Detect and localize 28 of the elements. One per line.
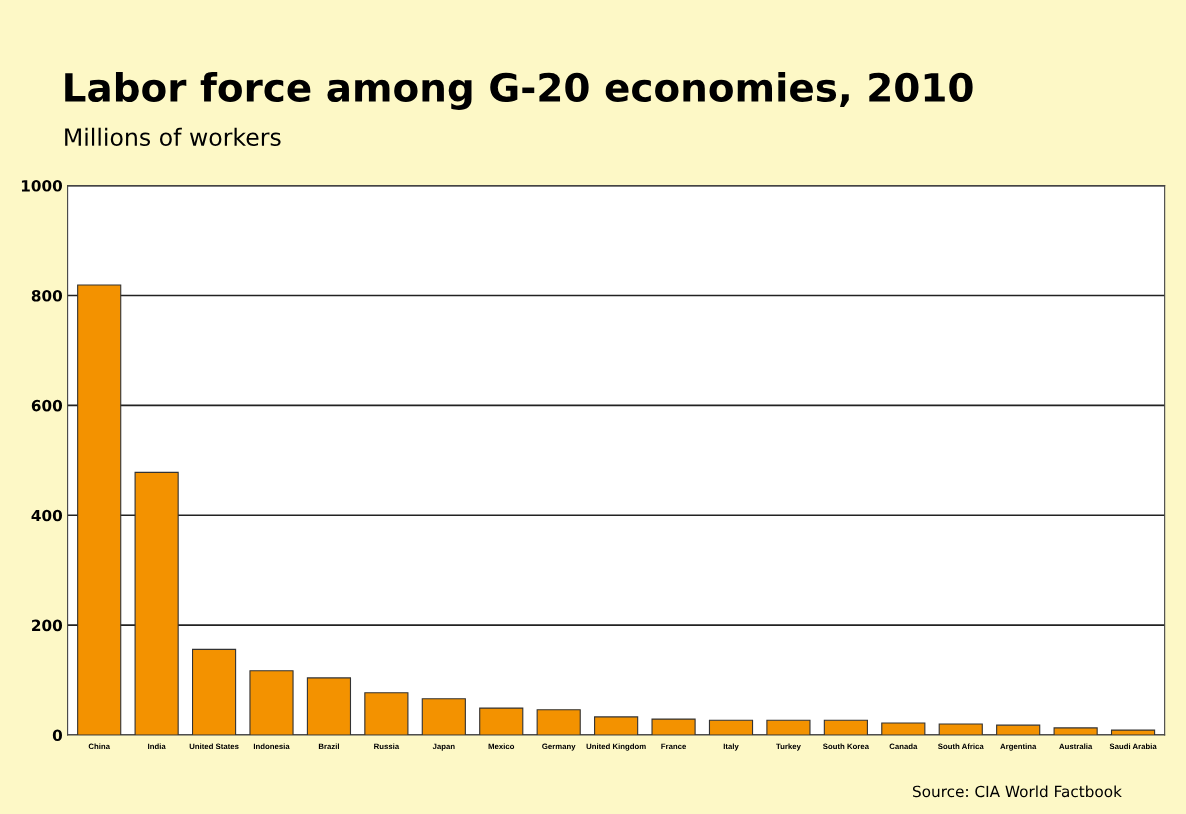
bar: [881, 722, 926, 736]
bar: [823, 719, 868, 736]
chart-title: Labor force among G-20 economies, 2010: [65, 71, 973, 110]
bar: [306, 677, 352, 736]
bar: [536, 709, 581, 736]
bar: [938, 723, 983, 736]
bar: [191, 648, 237, 736]
bar: [479, 707, 524, 736]
y-tick-label: 200: [32, 619, 63, 632]
source-note: Source: CIA World Factbook: [912, 785, 1122, 798]
chart-subtitle: Millions of workers: [65, 127, 281, 147]
y-tick-label: 600: [31, 399, 63, 412]
bar: [766, 719, 811, 736]
bar: [364, 692, 409, 736]
bar: [249, 670, 294, 736]
bar: [996, 724, 1041, 736]
bar: [594, 716, 639, 736]
y-tick-label: 400: [31, 509, 63, 522]
y-tick-label: 800: [31, 289, 63, 302]
y-tick-label: 0: [52, 729, 63, 742]
bar: [421, 698, 466, 736]
bar: [1053, 727, 1098, 736]
bar: [651, 718, 696, 736]
bar: [1110, 729, 1156, 736]
y-tick-label: 1000: [21, 180, 63, 192]
bar: [708, 719, 754, 736]
bar: [77, 284, 122, 736]
bar: [134, 471, 179, 736]
